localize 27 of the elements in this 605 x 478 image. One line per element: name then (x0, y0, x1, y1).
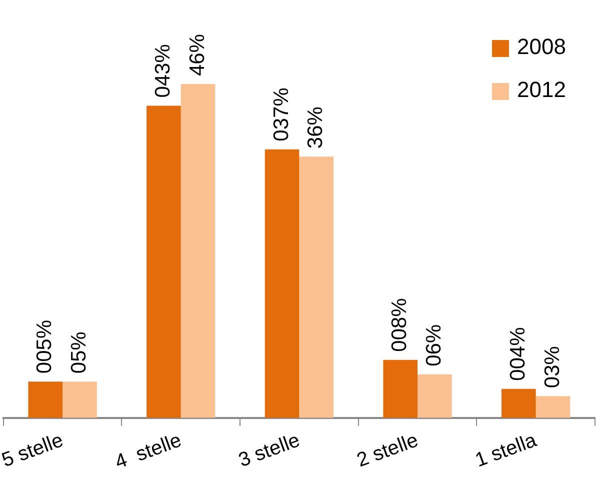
x-tick-label: 5 stelle (0, 429, 66, 472)
data-label: 36% (304, 106, 328, 149)
x-tick-label: 1 stella (472, 429, 540, 472)
bar (62, 382, 97, 418)
data-label: 037% (270, 88, 293, 142)
bar (264, 149, 300, 418)
bar (383, 360, 418, 418)
data-label: 005% (33, 320, 56, 374)
bar (146, 106, 181, 418)
data-label: 043% (152, 44, 175, 98)
data-label: 004% (506, 327, 530, 381)
bar (28, 382, 63, 418)
bar (180, 84, 216, 418)
x-tick-label: 3 stelle (236, 429, 303, 472)
bar (536, 396, 570, 418)
legend-label: 2012 (517, 77, 566, 102)
x-tick-label: 4 stelle (112, 429, 184, 474)
data-label: 008% (388, 298, 412, 352)
data-label: 03% (540, 346, 564, 388)
x-tick-label: 2 stelle (354, 429, 422, 472)
bar (299, 156, 334, 418)
bar (502, 388, 536, 418)
bar (418, 374, 452, 418)
data-label: 05% (68, 332, 90, 374)
data-label: 46% (186, 34, 209, 76)
legend-label: 2008 (517, 34, 566, 60)
data-label: 06% (422, 324, 446, 366)
